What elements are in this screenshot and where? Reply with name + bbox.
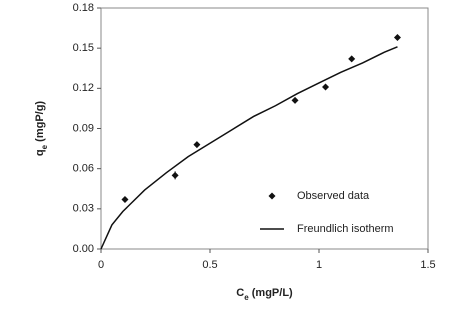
- data-point: [193, 141, 201, 149]
- legend-marker: [268, 192, 276, 200]
- legend-label: Observed data: [297, 190, 370, 202]
- data-point: [171, 171, 179, 179]
- x-tick-label: 1: [316, 259, 322, 271]
- data-point: [322, 83, 330, 91]
- ylabel-label-part: (mgP/g): [34, 101, 46, 145]
- x-tick-label: 1.5: [420, 259, 435, 271]
- xlabel-label-part: C: [236, 287, 244, 299]
- x-tick-label: 0.5: [202, 259, 217, 271]
- ylabel-label-part: e: [40, 144, 49, 149]
- y-tick-label: 0.09: [73, 122, 94, 134]
- y-tick-label: 0.00: [73, 243, 94, 255]
- data-point: [291, 96, 299, 104]
- y-tick-label: 0.12: [73, 82, 94, 94]
- data-point: [348, 55, 356, 63]
- xlabel-label: Ce (mgP/L): [236, 287, 293, 302]
- y-tick-label: 0.06: [73, 163, 94, 175]
- y-tick-label: 0.18: [73, 2, 94, 14]
- ylabel-label: qe (mgP/g): [34, 101, 49, 157]
- y-tick-label: 0.15: [73, 42, 94, 54]
- xlabel-label-part: e: [244, 293, 249, 302]
- plot-frame: [100, 7, 429, 250]
- data-point: [393, 33, 401, 41]
- y-tick-label: 0.03: [73, 203, 94, 215]
- data-point: [121, 195, 129, 203]
- xlabel-label-part: (mgP/L): [249, 287, 293, 299]
- ylabel-label-part: q: [34, 149, 46, 156]
- legend-label: Freundlich isotherm: [297, 223, 394, 235]
- x-tick-label: 0: [98, 259, 104, 271]
- fit-line: [100, 46, 398, 250]
